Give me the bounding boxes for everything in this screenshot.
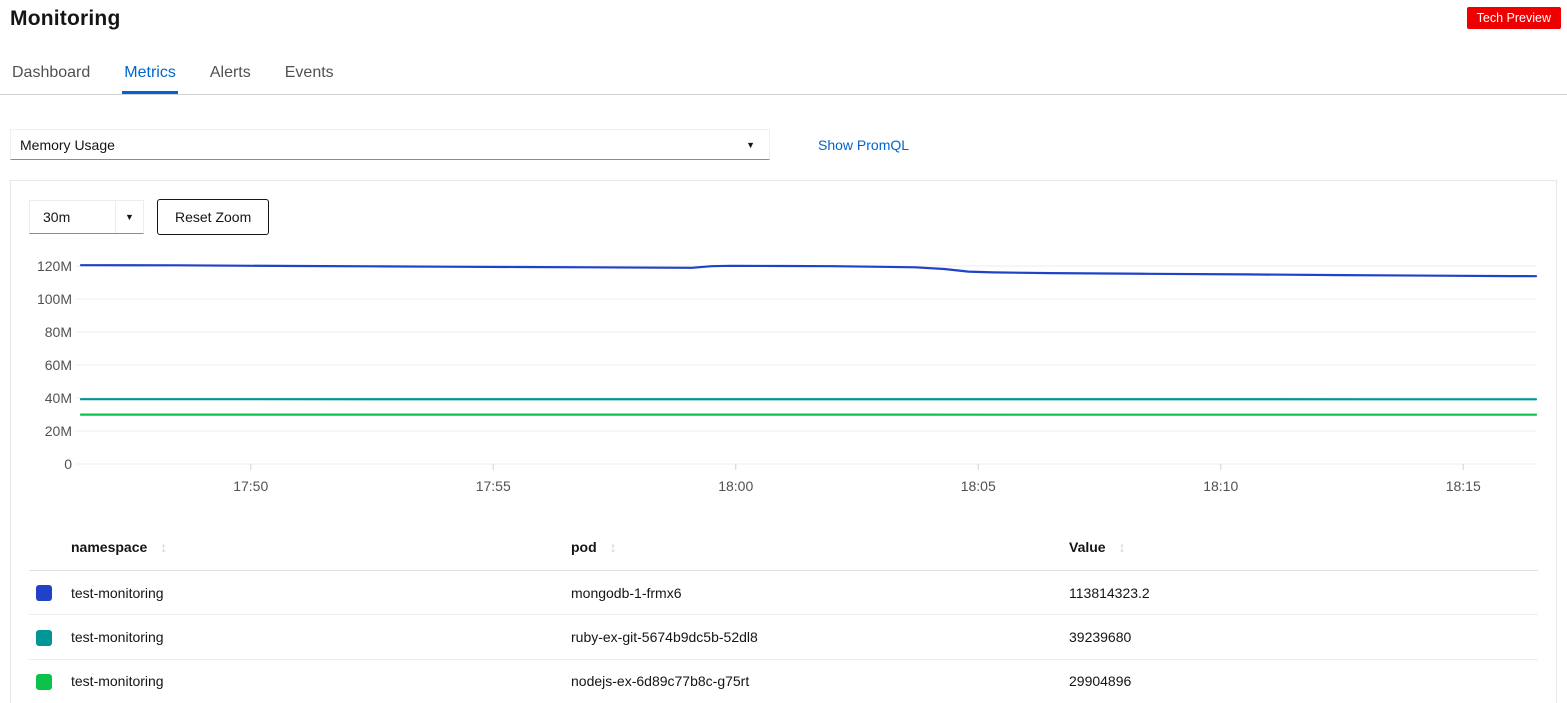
svg-text:17:55: 17:55 [476, 478, 511, 494]
svg-text:17:50: 17:50 [233, 478, 268, 494]
sort-icon: ↕ [1118, 539, 1126, 555]
metrics-chart[interactable]: 120M 100M 80M 60M 40M 20M 0 17:50 17:55 18:00 18:0… [29, 249, 1541, 497]
sort-icon: ↕ [160, 539, 168, 555]
svg-text:18:00: 18:00 [718, 478, 753, 494]
svg-text:18:15: 18:15 [1446, 478, 1481, 494]
chevron-down-icon: ▼ [746, 139, 755, 150]
tab-dashboard[interactable]: Dashboard [12, 64, 91, 81]
chevron-down-icon: ▼ [115, 201, 143, 233]
series-color-swatch [36, 673, 52, 690]
page-header: Monitoring Tech Preview [0, 0, 1567, 31]
svg-text:120M: 120M [37, 258, 72, 274]
swatch-column-header [29, 523, 69, 571]
table-header-row: namespace ↕ pod ↕ Value ↕ [29, 523, 1538, 571]
time-range-value: 30m [43, 209, 71, 225]
namespace-cell: test-monitoring [71, 584, 164, 601]
table-row: test-monitoring ruby-ex-git-5674b9dc5b-5… [29, 615, 1538, 660]
namespace-cell: test-monitoring [71, 673, 164, 690]
reset-zoom-button[interactable]: Reset Zoom [157, 199, 270, 235]
pod-cell: ruby-ex-git-5674b9dc5b-52dl8 [571, 628, 758, 645]
svg-text:80M: 80M [45, 324, 72, 340]
chart-controls: 30m ▼ Reset Zoom [29, 199, 1538, 235]
svg-text:18:05: 18:05 [961, 478, 996, 494]
tab-events[interactable]: Events [284, 64, 334, 81]
series-color-swatch [36, 585, 52, 602]
sort-icon: ↕ [609, 539, 617, 555]
page-title: Monitoring [10, 7, 121, 30]
tab-metrics[interactable]: Metrics [122, 55, 178, 94]
svg-text:60M: 60M [45, 357, 72, 373]
chart-area: 120M 100M 80M 60M 40M 20M 0 17:50 17:55 18:00 18:0… [29, 249, 1538, 497]
query-select[interactable]: Memory Usage ▼ [10, 129, 770, 160]
svg-text:20M: 20M [45, 423, 72, 439]
svg-text:100M: 100M [37, 291, 72, 307]
pod-cell: mongodb-1-frmx6 [571, 584, 682, 601]
value-cell: 113814323.2 [1069, 584, 1150, 601]
tab-bar: Dashboard Metrics Alerts Events [0, 55, 1567, 95]
series-color-swatch [36, 629, 52, 646]
namespace-cell: test-monitoring [71, 628, 164, 645]
value-cell: 29904896 [1069, 673, 1132, 690]
table-row: test-monitoring mongodb-1-frmx6 11381432… [29, 571, 1538, 615]
column-header-namespace[interactable]: namespace ↕ [71, 539, 168, 555]
svg-text:40M: 40M [45, 390, 72, 406]
table-row: test-monitoring nodejs-ex-6d89c77b8c-g75… [29, 659, 1538, 703]
pod-cell: nodejs-ex-6d89c77b8c-g75rt [571, 673, 750, 690]
metrics-panel: 30m ▼ Reset Zoom 120M 100M 80M 60M 40M 20M 0 17… [10, 180, 1557, 703]
time-range-select[interactable]: 30m ▼ [29, 200, 144, 234]
show-promql-link[interactable]: Show PromQL [818, 136, 910, 153]
svg-text:18:10: 18:10 [1203, 478, 1238, 494]
column-header-pod[interactable]: pod ↕ [571, 539, 617, 555]
tech-preview-badge: Tech Preview [1466, 7, 1561, 29]
query-row: Memory Usage ▼ Show PromQL [10, 129, 1557, 160]
column-header-value[interactable]: Value ↕ [1069, 539, 1126, 555]
tab-alerts[interactable]: Alerts [209, 64, 251, 81]
value-cell: 39239680 [1069, 628, 1132, 645]
query-select-value: Memory Usage [20, 136, 115, 153]
svg-text:0: 0 [64, 456, 72, 472]
legend-table: namespace ↕ pod ↕ Value ↕ test-monitoring m… [29, 523, 1538, 703]
